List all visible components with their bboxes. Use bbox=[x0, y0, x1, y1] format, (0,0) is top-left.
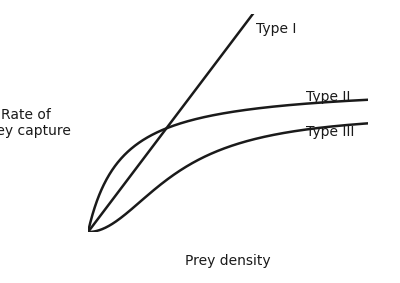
Text: Prey density: Prey density bbox=[185, 254, 271, 268]
Text: Type III: Type III bbox=[306, 125, 355, 139]
Text: Type II: Type II bbox=[306, 90, 351, 104]
Text: Type I: Type I bbox=[256, 22, 296, 37]
Text: Rate of
prey capture: Rate of prey capture bbox=[0, 108, 71, 138]
